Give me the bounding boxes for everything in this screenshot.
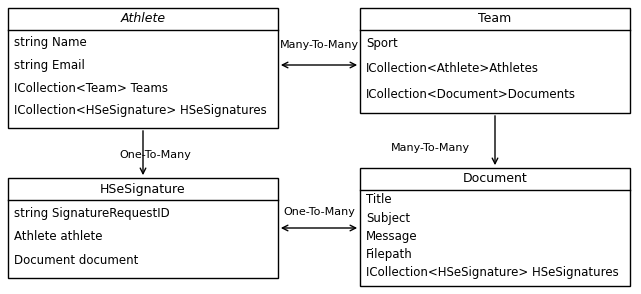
Text: Team: Team [478, 13, 512, 26]
Text: One-To-Many: One-To-Many [283, 207, 355, 217]
Text: string Name: string Name [14, 36, 87, 49]
Text: Document document: Document document [14, 254, 138, 267]
Text: Message: Message [366, 230, 418, 243]
Text: ICollection<HSeSignature> HSeSignatures: ICollection<HSeSignature> HSeSignatures [366, 266, 619, 279]
Text: Filepath: Filepath [366, 248, 413, 261]
Text: ICollection<Team> Teams: ICollection<Team> Teams [14, 82, 168, 95]
Text: Athlete: Athlete [121, 13, 165, 26]
Text: HSeSignature: HSeSignature [100, 183, 186, 196]
Text: Document: Document [463, 173, 528, 186]
Bar [360, 8, 630, 113]
Bar [360, 168, 630, 286]
Text: ICollection<Athlete>Athletes: ICollection<Athlete>Athletes [366, 63, 539, 76]
Text: One-To-Many: One-To-Many [119, 150, 191, 160]
Text: Sport: Sport [366, 37, 398, 50]
Text: Title: Title [366, 193, 392, 206]
Text: Subject: Subject [366, 212, 410, 225]
Text: ICollection<HSeSignature> HSeSignatures: ICollection<HSeSignature> HSeSignatures [14, 104, 267, 117]
Text: ICollection<Document>Documents: ICollection<Document>Documents [366, 88, 576, 101]
Text: string SignatureRequestID: string SignatureRequestID [14, 206, 170, 220]
Text: Many-To-Many: Many-To-Many [279, 40, 358, 50]
Text: Athlete athlete: Athlete athlete [14, 230, 103, 243]
Text: string Email: string Email [14, 59, 85, 72]
Bar [8, 178, 278, 278]
Text: Many-To-Many: Many-To-Many [390, 143, 470, 153]
Bar [8, 8, 278, 128]
